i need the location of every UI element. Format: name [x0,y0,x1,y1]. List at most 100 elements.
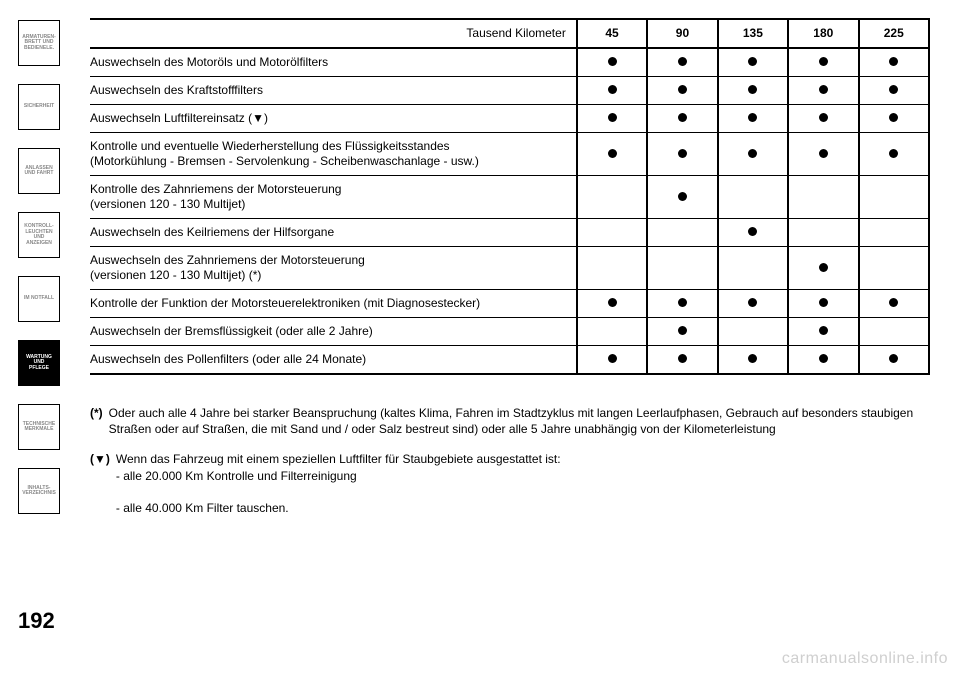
sidebar-tab[interactable]: ARMATUREN-BRETT UNDBEDIENELE. [18,20,60,66]
dot-icon [608,113,617,122]
dot-icon [678,85,687,94]
row-mark [647,48,717,77]
row-mark [788,318,858,346]
dot-icon [608,298,617,307]
row-mark [577,176,647,219]
dot-icon [748,298,757,307]
dot-icon [748,57,757,66]
row-label: Auswechseln der Bremsflüssigkeit (oder a… [90,318,577,346]
dot-icon [819,149,828,158]
dot-icon [748,149,757,158]
row-mark [577,77,647,105]
sidebar-tabs: ARMATUREN-BRETT UNDBEDIENELE. SICHERHEIT A… [18,20,60,514]
dot-icon [819,85,828,94]
row-label: Auswechseln des Keilriemens der Hilfsorg… [90,219,577,247]
row-mark [577,219,647,247]
row-mark [647,77,717,105]
dot-icon [678,149,687,158]
dot-icon [819,298,828,307]
row-mark [859,133,930,176]
row-mark [647,290,717,318]
row-mark [718,133,788,176]
dot-icon [678,113,687,122]
row-mark [647,346,717,375]
footnote-text: Wenn das Fahrzeug mit einem speziellen L… [116,451,930,516]
main-content: Tausend Kilometer4590135180225 Auswechse… [90,18,930,530]
dot-icon [608,149,617,158]
footnote: (*)Oder auch alle 4 Jahre bei starker Be… [90,405,930,437]
dot-icon [889,354,898,363]
dot-icon [889,57,898,66]
table-row: Kontrolle und eventuelle Wiederherstellu… [90,133,929,176]
sidebar-tab[interactable]: IM NOTFALL [18,276,60,322]
row-mark [718,247,788,290]
row-mark [647,176,717,219]
table-col-header: 135 [718,19,788,48]
row-mark [859,290,930,318]
watermark: carmanualsonline.info [782,650,948,668]
row-mark [647,247,717,290]
dot-icon [819,354,828,363]
dot-icon [748,227,757,236]
dot-icon [819,263,828,272]
row-mark [577,247,647,290]
row-mark [788,346,858,375]
row-mark [577,105,647,133]
maintenance-table: Tausend Kilometer4590135180225 Auswechse… [90,18,930,375]
table-row: Kontrolle der Funktion der Motorsteuerel… [90,290,929,318]
row-mark [859,176,930,219]
row-label: Auswechseln des Zahnriemens der Motorste… [90,247,577,290]
dot-icon [819,57,828,66]
sidebar-tab[interactable]: WARTUNG UNDPFLEGE [18,340,60,386]
dot-icon [608,354,617,363]
sidebar-tab[interactable]: TECHNISCHEMERKMALE [18,404,60,450]
row-label: Auswechseln des Pollenfilters (oder alle… [90,346,577,375]
row-mark [577,346,647,375]
footnotes: (*)Oder auch alle 4 Jahre bei starker Be… [90,405,930,516]
row-mark [577,290,647,318]
table-row: Auswechseln des Motoröls und Motorölfilt… [90,48,929,77]
table-row: Auswechseln des Zahnriemens der Motorste… [90,247,929,290]
footnote-mark: (▼) [90,451,110,516]
row-mark [859,247,930,290]
row-mark [788,48,858,77]
table-row: Kontrolle des Zahnriemens der Motorsteue… [90,176,929,219]
table-col-header: 45 [577,19,647,48]
row-mark [859,105,930,133]
row-mark [859,219,930,247]
table-col-header: 90 [647,19,717,48]
footnote-sub: - alle 40.000 Km Filter tauschen. [116,500,930,516]
sidebar-tab[interactable]: ANLASSENUND FAHRT [18,148,60,194]
row-mark [647,318,717,346]
row-mark [718,176,788,219]
row-mark [859,48,930,77]
row-mark [859,346,930,375]
row-label: Auswechseln des Motoröls und Motorölfilt… [90,48,577,77]
sidebar-tab[interactable]: KONTROLL-LEUCHTEN UNDANZEIGEN [18,212,60,258]
dot-icon [608,57,617,66]
row-mark [718,48,788,77]
table-header-label: Tausend Kilometer [90,19,577,48]
row-mark [788,247,858,290]
dot-icon [678,326,687,335]
dot-icon [748,85,757,94]
footnote: (▼) Wenn das Fahrzeug mit einem spezielle… [90,451,930,516]
row-mark [718,105,788,133]
page-number: 192 [18,608,55,634]
dot-icon [678,354,687,363]
footnote-sub: - alle 20.000 Km Kontrolle und Filterrei… [116,468,930,484]
dot-icon [608,85,617,94]
row-mark [718,77,788,105]
row-mark [577,133,647,176]
row-mark [859,77,930,105]
sidebar-tab[interactable]: SICHERHEIT [18,84,60,130]
row-mark [718,318,788,346]
row-mark [788,105,858,133]
footnote-text: Oder auch alle 4 Jahre bei starker Beans… [109,405,930,437]
table-row: Auswechseln Luftfiltereinsatz (▼) [90,105,929,133]
sidebar-tab[interactable]: INHALTS-VERZEICHNIS [18,468,60,514]
row-label: Auswechseln des Kraftstofffilters [90,77,577,105]
dot-icon [748,113,757,122]
row-label: Kontrolle und eventuelle Wiederherstellu… [90,133,577,176]
row-label: Kontrolle des Zahnriemens der Motorsteue… [90,176,577,219]
